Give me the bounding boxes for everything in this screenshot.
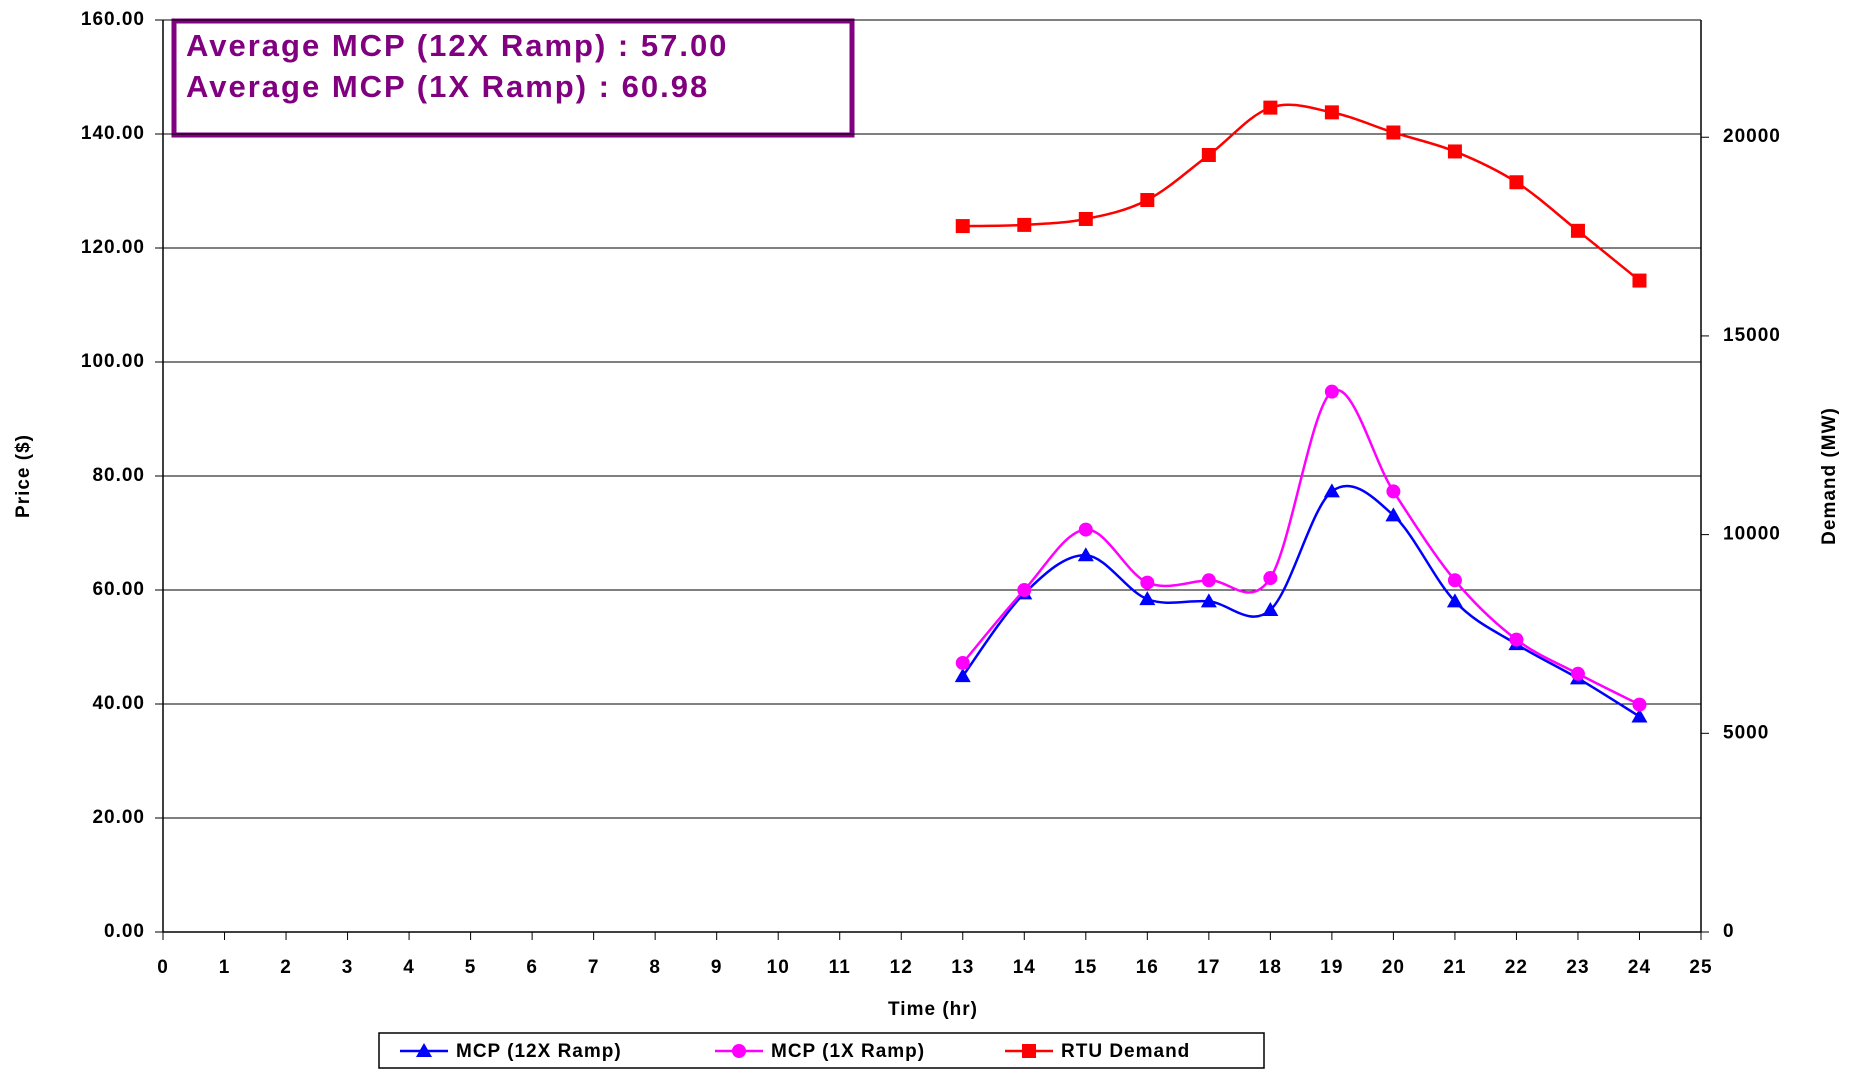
- y2-axis-label: Demand (MW): [1819, 407, 1840, 545]
- marker: [1509, 632, 1524, 647]
- legend-label: MCP (1X Ramp): [771, 1041, 925, 1062]
- marker: [1200, 593, 1217, 608]
- x-tick-label: 2: [280, 957, 292, 978]
- y-tick-label: 40.00: [92, 693, 145, 714]
- x-tick-label: 24: [1628, 957, 1651, 978]
- marker: [1262, 601, 1279, 616]
- y-tick-label: 120.00: [81, 237, 145, 258]
- x-tick-label: 1: [219, 957, 231, 978]
- y-tick-label: 80.00: [92, 465, 145, 486]
- y2-tick-label: 10000: [1723, 524, 1781, 545]
- x-tick-label: 21: [1443, 957, 1466, 978]
- x-tick-label: 16: [1136, 957, 1159, 978]
- marker: [1201, 147, 1216, 162]
- marker: [1017, 583, 1032, 597]
- marker: [1509, 175, 1524, 190]
- marker: [1324, 105, 1339, 120]
- x-tick-label: 17: [1197, 957, 1220, 978]
- x-tick-label: 9: [711, 957, 723, 978]
- marker: [732, 1044, 746, 1058]
- legend-label: RTU Demand: [1061, 1041, 1190, 1062]
- x-axis-label: Time (hr): [888, 999, 978, 1020]
- x-tick-label: 25: [1689, 957, 1712, 978]
- marker: [955, 219, 970, 234]
- y-tick-label: 0.00: [104, 921, 145, 942]
- marker: [1078, 522, 1093, 537]
- marker: [1201, 573, 1216, 588]
- x-tick-label: 12: [890, 957, 913, 978]
- marker: [416, 1043, 432, 1057]
- line: [961, 484, 1641, 718]
- marker: [1570, 666, 1585, 681]
- x-tick-label: 22: [1505, 957, 1528, 978]
- y2-tick-label: 0: [1723, 921, 1735, 942]
- marker: [954, 668, 971, 683]
- x-tick-label: 14: [1013, 957, 1036, 978]
- marker: [1140, 193, 1155, 208]
- x-tick-label: 10: [767, 957, 790, 978]
- x-tick-label: 18: [1259, 957, 1282, 978]
- marker: [1017, 217, 1032, 232]
- legend-label: MCP (12X Ramp): [456, 1041, 622, 1062]
- marker: [1385, 507, 1402, 522]
- x-tick-label: 13: [951, 957, 974, 978]
- x-tick-label: 11: [829, 957, 851, 978]
- marker: [1446, 593, 1463, 608]
- marker: [1022, 1044, 1036, 1058]
- marker: [1386, 125, 1401, 140]
- marker: [1632, 697, 1647, 712]
- y-tick-label: 100.00: [81, 351, 145, 372]
- x-tick-label: 5: [465, 957, 477, 978]
- marker: [1570, 223, 1585, 238]
- marker: [1447, 573, 1462, 588]
- marker: [1078, 211, 1093, 226]
- x-tick-label: 7: [588, 957, 600, 978]
- y2-tick-label: 20000: [1723, 126, 1781, 147]
- x-tick-label: 3: [342, 957, 354, 978]
- marker: [1631, 708, 1648, 723]
- annotation-box: [171, 18, 855, 138]
- y-tick-label: 140.00: [81, 123, 145, 144]
- marker: [1447, 144, 1462, 159]
- x-tick-label: 6: [526, 957, 538, 978]
- x-tick-label: 4: [403, 957, 415, 978]
- line: [962, 103, 1641, 282]
- legend: [378, 1032, 1265, 1069]
- marker: [955, 655, 970, 670]
- x-tick-label: 20: [1382, 957, 1405, 978]
- marker: [1077, 547, 1094, 562]
- marker: [1140, 575, 1155, 590]
- annotation: Average MCP (1X Ramp) : 60.98: [186, 69, 709, 104]
- x-tick-label: 8: [649, 957, 661, 978]
- y2-tick-label: 5000: [1723, 722, 1769, 743]
- x-tick-label: 15: [1074, 957, 1097, 978]
- marker: [1263, 100, 1278, 115]
- y2-tick-label: 15000: [1723, 325, 1781, 346]
- x-tick-label: 19: [1320, 957, 1343, 978]
- x-tick-label: 0: [157, 957, 169, 978]
- y-tick-label: 20.00: [92, 807, 145, 828]
- marker: [1386, 484, 1401, 499]
- marker: [1632, 273, 1647, 288]
- x-tick-label: 23: [1566, 957, 1589, 978]
- y-tick-label: 60.00: [92, 579, 145, 600]
- marker: [1324, 384, 1339, 399]
- marker: [1323, 483, 1340, 498]
- y-tick-label: 160.00: [81, 9, 145, 30]
- marker: [1263, 571, 1278, 586]
- y-axis-label: Price ($): [13, 434, 34, 518]
- annotation: Average MCP (12X Ramp) : 57.00: [186, 28, 728, 63]
- marker: [1139, 591, 1156, 606]
